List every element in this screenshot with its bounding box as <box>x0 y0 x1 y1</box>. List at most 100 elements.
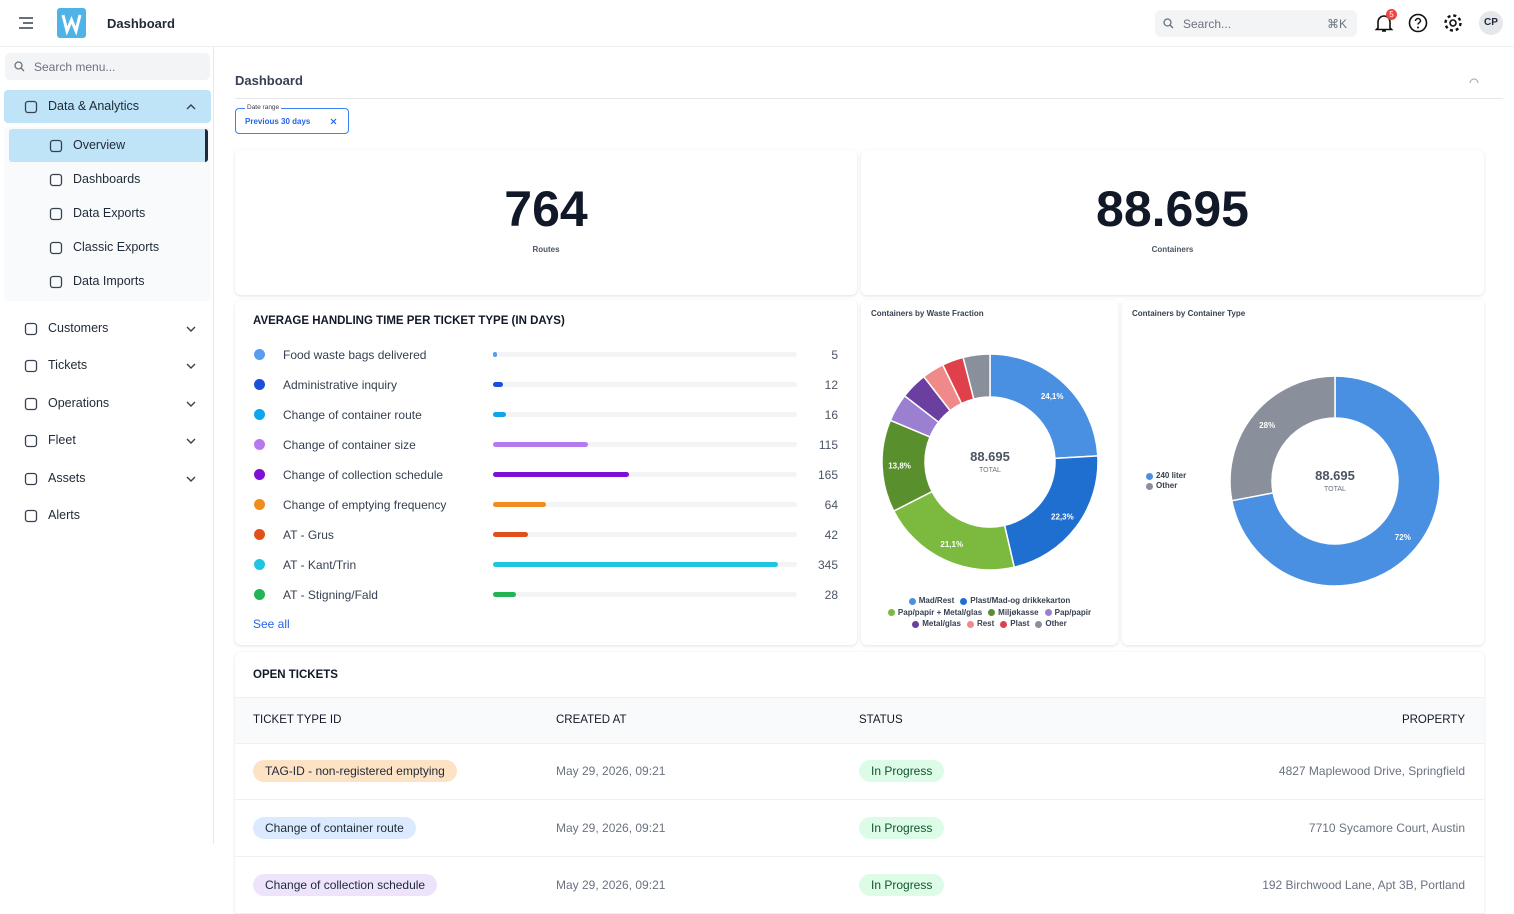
category-label: Food waste bags delivered <box>283 348 427 362</box>
icon-shape <box>24 397 38 410</box>
menu-group[interactable]: Alerts <box>4 499 211 532</box>
slice-label: 22,3% <box>1051 512 1074 521</box>
menu-icon <box>24 434 38 448</box>
icon-shape <box>24 100 38 114</box>
user-avatar[interactable]: CP <box>1479 11 1503 35</box>
bar-track <box>493 382 797 387</box>
legend-item: Miljøkasse <box>988 608 1039 618</box>
slice-label: 13,8% <box>888 461 911 470</box>
legend-swatch <box>966 620 974 628</box>
created-at: May 29, 2026, 09:21 <box>556 764 666 778</box>
legend-swatch <box>1146 472 1153 480</box>
see-all-link[interactable]: See all <box>253 617 290 631</box>
chevron-path <box>186 363 196 369</box>
center-label: TOTAL <box>1324 486 1346 493</box>
chart-title: Containers by Container Type <box>1132 309 1246 318</box>
menu-search-placeholder: Search menu... <box>34 60 116 74</box>
filter-value: Previous 30 days <box>245 117 311 126</box>
value-label: 165 <box>817 468 838 482</box>
column-header: TICKET TYPE ID <box>253 714 342 726</box>
value-label: 345 <box>817 558 838 572</box>
menu-group-label: Operations <box>48 395 110 410</box>
settings-icon[interactable] <box>1443 13 1463 33</box>
submenu-item[interactable]: Data Exports <box>9 197 205 230</box>
bar <box>493 412 507 417</box>
submenu-item[interactable]: Overview <box>9 128 208 162</box>
legend-label: Plast <box>1010 619 1030 628</box>
legend-dot <box>254 559 265 570</box>
center-value: 88.695 <box>970 449 1010 464</box>
search-shortcut: ⌘K <box>1326 17 1347 31</box>
menu-icon <box>49 275 63 288</box>
legend-swatch <box>887 609 895 616</box>
chart-title: Containers by Waste Fraction <box>871 309 984 318</box>
bar <box>493 352 498 357</box>
bar-track <box>493 532 797 537</box>
menu-group[interactable]: Customers <box>4 312 211 345</box>
bar <box>493 382 503 387</box>
column-header: STATUS <box>859 714 903 726</box>
donut-chart: 24,1% 22,3% 21,1% 13,8% 88.695 TOTAL <box>881 353 1099 571</box>
ticket-type-tag: Change of container route <box>253 817 416 839</box>
filter-label: Date range <box>245 104 282 111</box>
submenu-item[interactable]: Dashboards <box>9 163 205 196</box>
table-row[interactable]: TAG-ID - non-registered emptying May 29, … <box>235 743 1484 800</box>
bar-track <box>493 502 797 507</box>
table-row[interactable]: Change of collection schedule May 29, 202… <box>235 857 1484 914</box>
menu-group[interactable]: Data & Analytics <box>4 90 211 123</box>
menu-icon <box>24 397 38 410</box>
icon-shape <box>49 173 63 186</box>
sidebar-border <box>213 47 214 844</box>
value-label: 42 <box>824 528 838 542</box>
logo[interactable] <box>57 8 86 38</box>
page-title: Dashboard <box>235 73 303 88</box>
menu-group-label: Customers <box>48 320 109 335</box>
date-range-filter[interactable]: Date range Previous 30 days <box>235 104 349 134</box>
menu-icon <box>24 322 38 335</box>
legend-dot <box>254 409 265 420</box>
center-value: 88.695 <box>1315 468 1355 483</box>
legend-label: Pap/papir <box>1054 607 1092 617</box>
icon-shape <box>49 275 63 288</box>
slice-label: 21,1% <box>940 540 963 549</box>
legend-dot <box>254 379 265 390</box>
created-at: May 29, 2026, 09:21 <box>556 878 666 892</box>
table-row[interactable]: Change of container route May 29, 2026, 0… <box>235 800 1484 857</box>
submenu-item-label: Data Exports <box>73 205 146 220</box>
submenu-item[interactable]: Data Imports <box>9 265 205 298</box>
kpi-label: Routes <box>532 245 560 254</box>
global-search[interactable]: Search... ⌘K <box>1155 10 1357 37</box>
legend-label: Pap/papir + Metal/glas <box>897 607 983 617</box>
legend-swatch <box>960 597 968 605</box>
menu-icon <box>49 241 63 254</box>
submenu-item[interactable]: Classic Exports <box>9 231 205 264</box>
clear-filter[interactable] <box>330 118 337 125</box>
menu-group-label: Tickets <box>48 358 88 372</box>
help-icon[interactable] <box>1408 13 1428 33</box>
menu-group[interactable]: Tickets <box>4 349 211 382</box>
submenu-item-label: Classic Exports <box>73 239 160 254</box>
menu-group[interactable]: Assets <box>4 462 211 495</box>
legend-swatch <box>1146 482 1153 490</box>
open-tickets-card: OPEN TICKETS TICKET TYPE ID CREATED AT STAT… <box>235 652 1484 914</box>
value-label: 5 <box>831 348 838 362</box>
legend-swatch <box>908 597 916 605</box>
chevron-path <box>186 104 196 110</box>
donut-slice <box>989 353 1099 460</box>
kpi-card: 88.695 Containers <box>861 150 1484 295</box>
icon-shape <box>49 139 63 152</box>
menu-search[interactable]: Search menu... <box>5 53 210 80</box>
kpi-value: 764 <box>504 181 588 237</box>
menu-group[interactable]: Operations <box>4 387 211 420</box>
legend-item: Plast/Mad-og drikkekarton <box>960 596 1070 606</box>
search-icon <box>14 61 25 72</box>
page-action-icon[interactable] <box>1469 75 1479 85</box>
menu-group[interactable]: Fleet <box>4 424 211 457</box>
bar <box>493 472 630 477</box>
category-label: AT - Kant/Trin <box>283 558 357 572</box>
bar-track <box>493 352 797 357</box>
kpi-value: 88.695 <box>1096 181 1249 237</box>
page-divider <box>235 98 1503 99</box>
menu-icon[interactable] <box>18 16 34 30</box>
legend-label: Mad/Rest <box>918 596 955 605</box>
